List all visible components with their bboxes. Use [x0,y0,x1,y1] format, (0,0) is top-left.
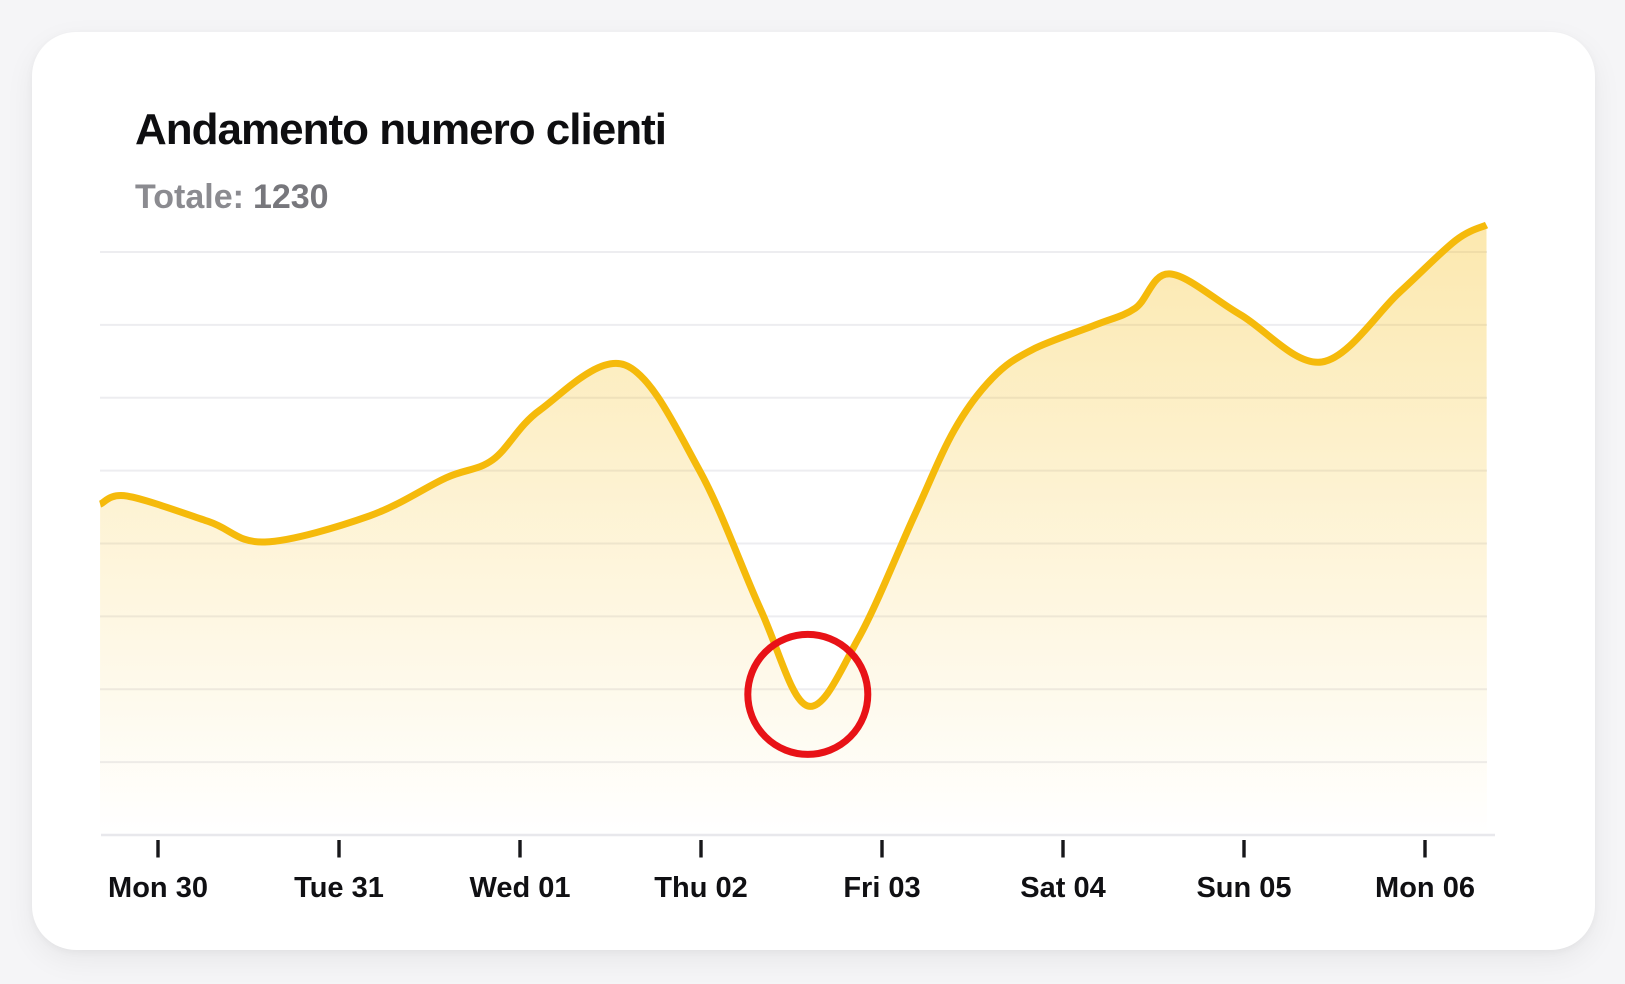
x-axis-tick [1061,840,1065,858]
x-axis-label: Wed 01 [469,872,570,904]
x-axis-tick [1423,840,1427,858]
x-axis-label: Mon 06 [1375,872,1475,904]
x-axis-label: Sun 05 [1196,872,1291,904]
lowest-point-annotation-circle [744,630,872,758]
total-label: Totale: [135,178,244,216]
x-axis: Mon 30 Tue 31 Wed 01 Thu 02 Fri 03 Sat 04 Sun … [108,840,1475,904]
x-axis-label: Tue 31 [294,872,384,904]
x-axis-tick [880,840,884,858]
area-fill [100,225,1487,835]
trend-line [98,221,1489,710]
x-axis-tick [699,840,703,858]
chart-title: Andamento numero clienti [135,105,667,154]
x-axis-tick [337,840,341,858]
x-axis-label: Sat 04 [1020,872,1105,904]
chart-subtitle: Totale: 1230 [135,178,329,217]
x-axis-tick [156,840,160,858]
total-value: 1230 [252,178,329,216]
x-axis-label: Mon 30 [108,872,208,904]
x-axis-label: Thu 02 [654,872,747,904]
x-axis-tick [518,840,522,858]
x-axis-label: Fri 03 [843,872,920,904]
x-axis-tick [1242,840,1246,858]
